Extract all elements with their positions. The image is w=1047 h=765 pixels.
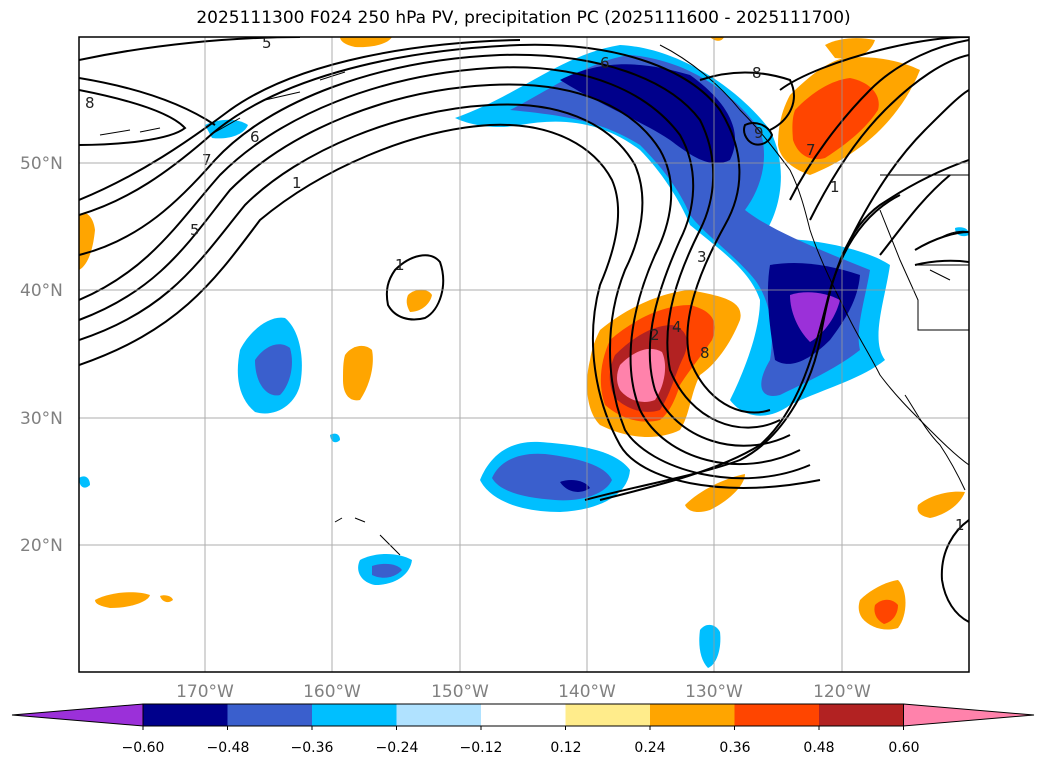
pv-contour-label: 6 bbox=[250, 128, 260, 146]
colorbar-tick-label: −0.36 bbox=[291, 740, 334, 756]
colorbar bbox=[11, 703, 1035, 730]
pv-contour-label: 7 bbox=[806, 141, 816, 159]
gridlines bbox=[79, 37, 969, 672]
colorbar-frame bbox=[142, 703, 904, 727]
pv-contour-label: 4 bbox=[672, 318, 682, 336]
lon-label: 130°W bbox=[685, 682, 743, 702]
colorbar-tick-label: −0.12 bbox=[460, 740, 503, 756]
lon-label: 140°W bbox=[558, 682, 616, 702]
colorbar-tick-label: 0.24 bbox=[634, 740, 665, 756]
map-frame bbox=[78, 36, 970, 673]
lon-label: 160°W bbox=[303, 682, 361, 702]
pv-contour-label: 9 bbox=[754, 124, 764, 142]
pv-contour-label: 3 bbox=[697, 248, 707, 266]
colorbar-tick-label: 0.48 bbox=[803, 740, 834, 756]
pv-contour-label: 8 bbox=[700, 344, 710, 362]
pv-contours bbox=[79, 37, 969, 623]
pv-contour-label: 2 bbox=[650, 326, 660, 344]
longitude-labels: 170°W 160°W 150°W 140°W 130°W 120°W bbox=[176, 682, 871, 702]
colorbar-segment bbox=[565, 704, 650, 726]
colorbar-tick-label: 0.36 bbox=[719, 740, 750, 756]
colorbar-segment bbox=[312, 704, 397, 726]
colorbar-segment bbox=[227, 704, 312, 726]
pv-contour-label: 5 bbox=[190, 221, 200, 239]
colorbar-tick-label: −0.60 bbox=[122, 740, 165, 756]
negative-precip-anomaly bbox=[79, 45, 969, 668]
colorbar-tick-labels: −0.60 −0.48 −0.36 −0.24 −0.12 0.12 0.24 … bbox=[122, 740, 920, 756]
latitude-labels: 50°N 40°N 30°N 20°N bbox=[20, 154, 63, 556]
colorbar-tick-label: −0.48 bbox=[207, 740, 250, 756]
pv-contour-label: 8 bbox=[85, 94, 95, 112]
lat-label: 20°N bbox=[20, 536, 63, 556]
pv-contour-label: 7 bbox=[202, 151, 212, 169]
pv-contour-label: 1 bbox=[955, 516, 965, 534]
pv-contour-label: 1 bbox=[395, 256, 405, 274]
colorbar-segment bbox=[650, 704, 735, 726]
positive-precip-anomaly bbox=[79, 37, 965, 630]
pv-contour-label: 1 bbox=[830, 178, 840, 196]
colorbar-segment bbox=[819, 704, 904, 726]
lat-label: 30°N bbox=[20, 409, 63, 429]
pv-contour-label: 1 bbox=[292, 174, 302, 192]
colorbar-segment bbox=[396, 704, 481, 726]
colorbar-extend-high bbox=[903, 703, 1035, 727]
pv-contour-labels: 5 8 6 7 1 5 1 6 8 9 7 3 2 4 8 1 1 bbox=[85, 34, 965, 534]
lon-label: 170°W bbox=[176, 682, 234, 702]
pv-contour-label: 5 bbox=[262, 34, 272, 52]
colorbar-segment bbox=[143, 704, 228, 726]
lat-label: 50°N bbox=[20, 154, 63, 174]
colorbar-extend-low bbox=[11, 703, 144, 727]
colorbar-tick-label: −0.24 bbox=[376, 740, 419, 756]
colorbar-segment bbox=[481, 704, 566, 726]
figure-title: 2025111300 F024 250 hPa PV, precipitatio… bbox=[196, 8, 851, 28]
pv-contour-label: 8 bbox=[752, 64, 762, 82]
pv-contour-label: 6 bbox=[600, 54, 610, 72]
coastlines bbox=[99, 44, 969, 556]
colorbar-segment bbox=[734, 704, 819, 726]
colorbar-tick-label: 0.60 bbox=[888, 740, 919, 756]
colorbar-tick-label: 0.12 bbox=[550, 740, 581, 756]
lon-label: 150°W bbox=[431, 682, 489, 702]
lon-label: 120°W bbox=[813, 682, 871, 702]
lat-label: 40°N bbox=[20, 281, 63, 301]
map-panel: 5 8 6 7 1 5 1 6 8 9 7 3 2 4 8 1 1 bbox=[79, 34, 969, 672]
